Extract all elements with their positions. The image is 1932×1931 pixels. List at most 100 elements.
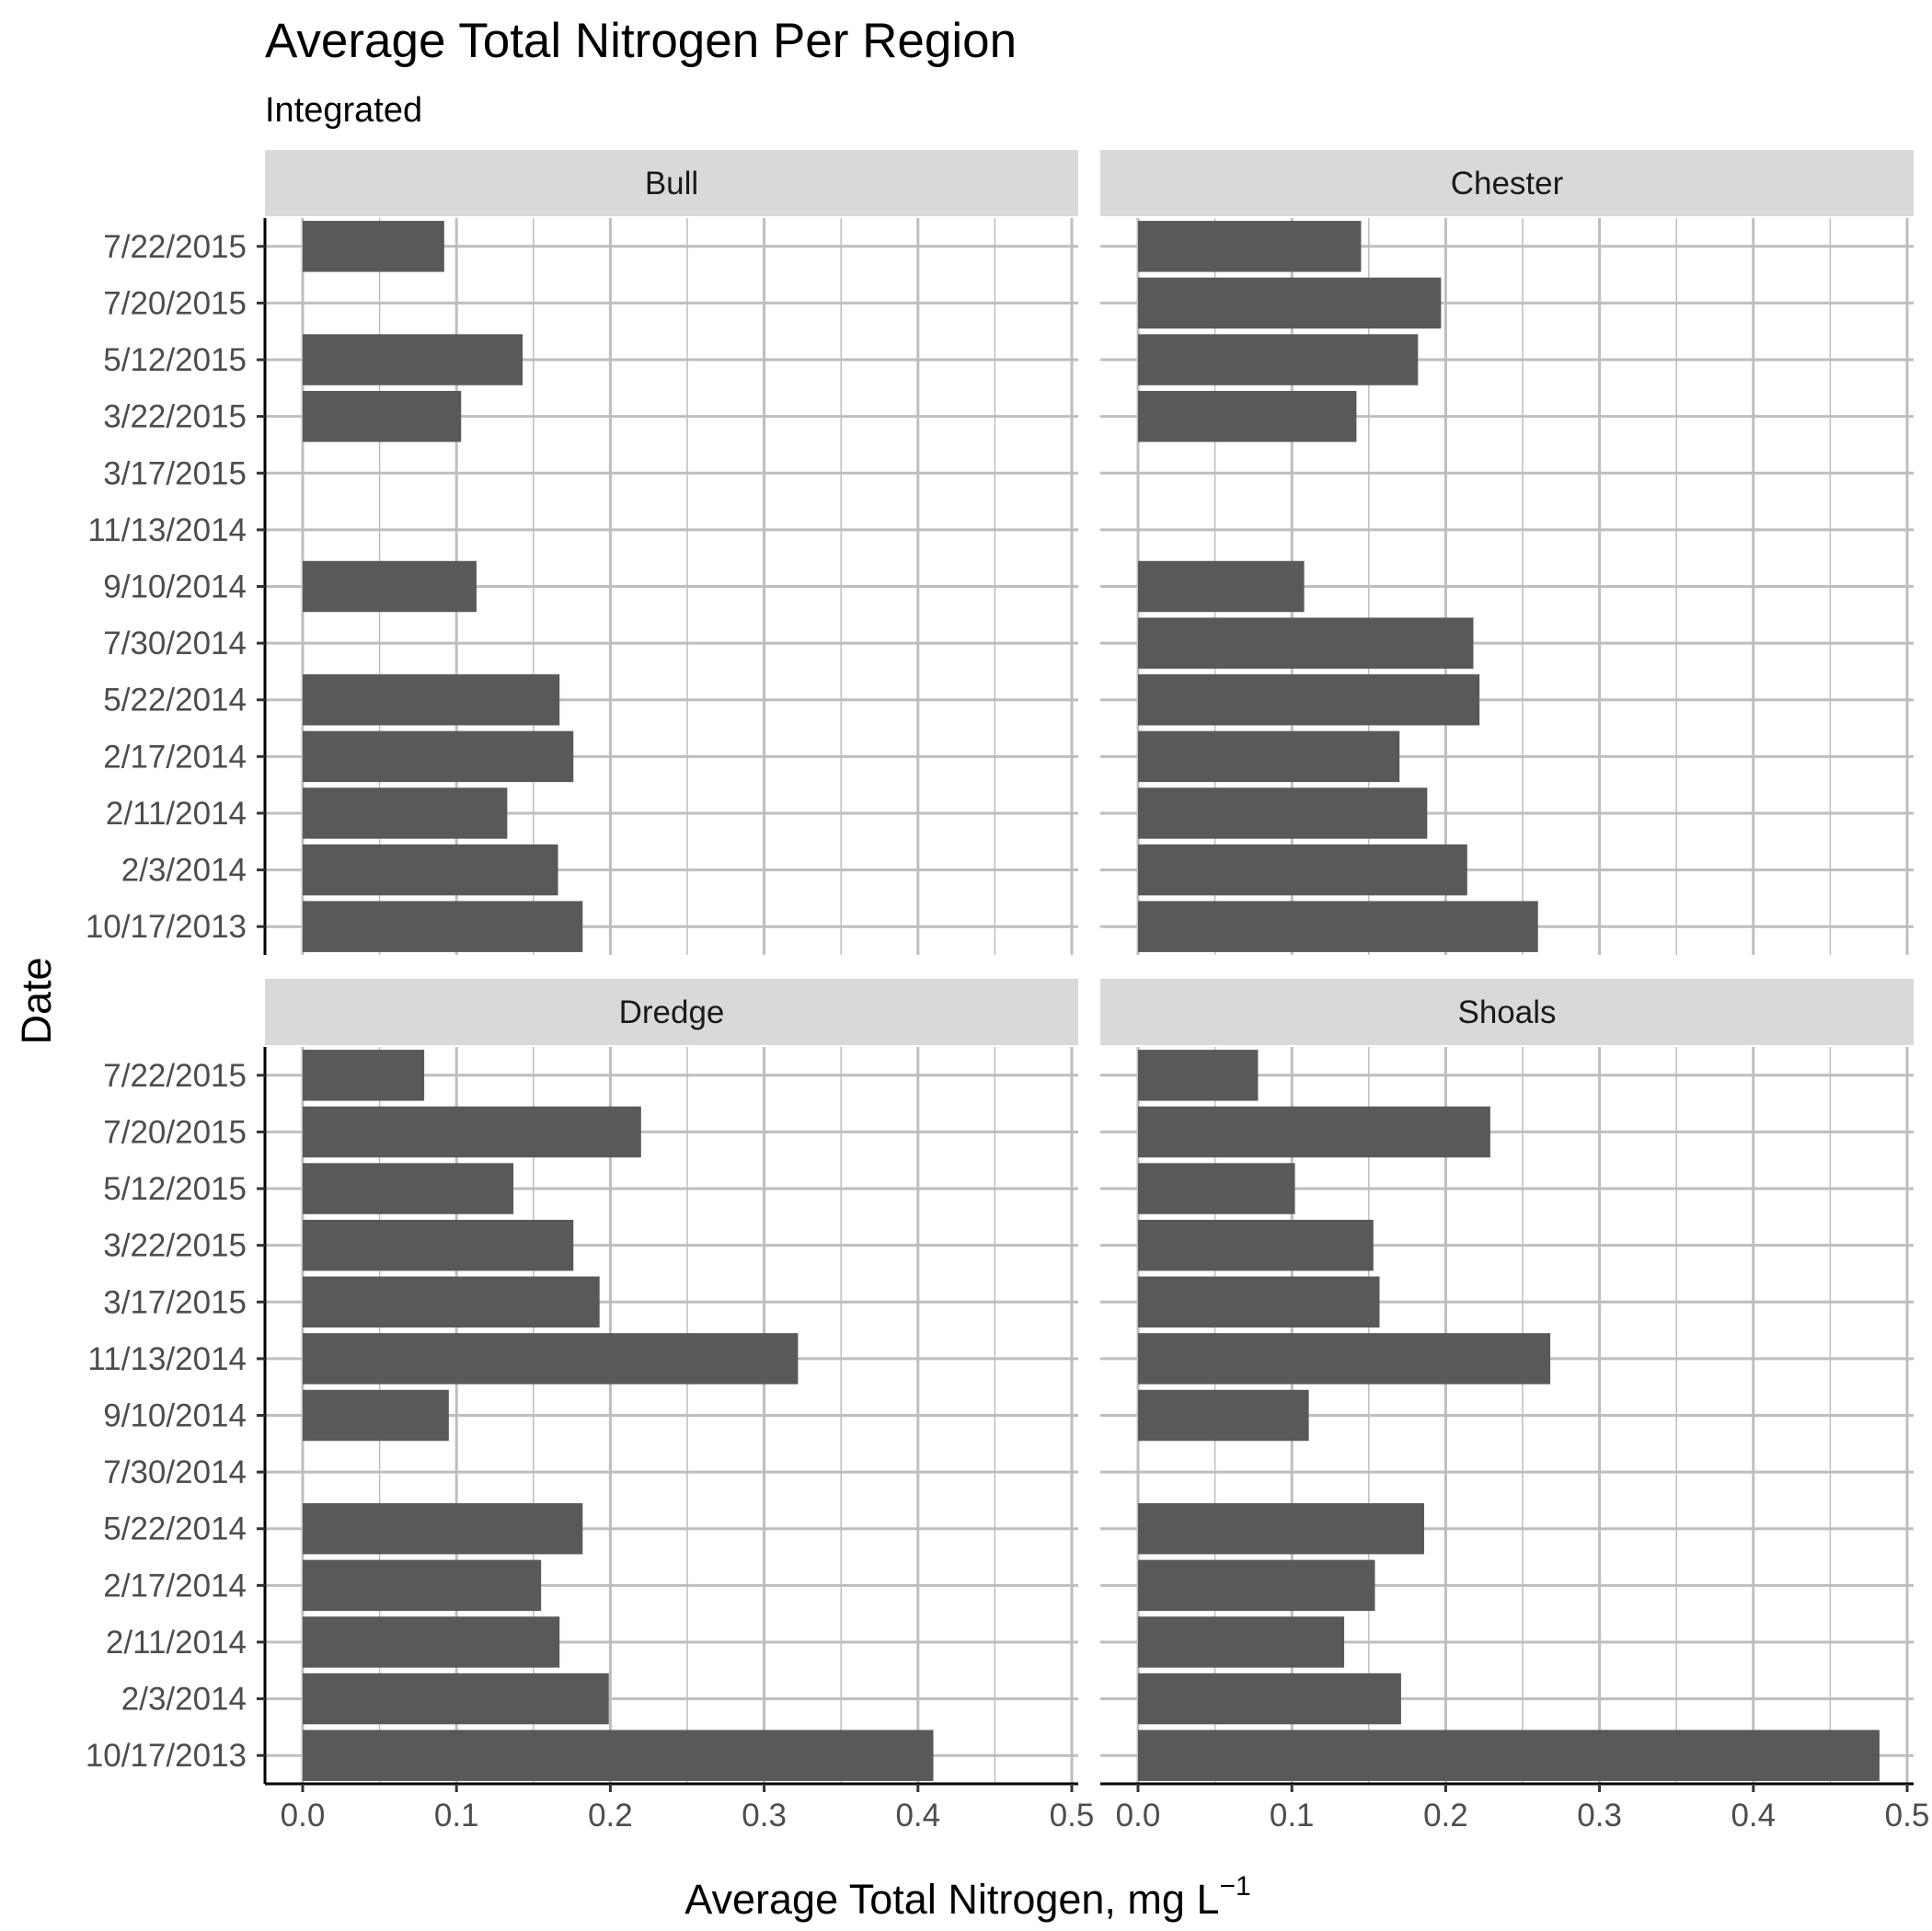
bar	[1138, 1730, 1880, 1781]
x-tick-label: 0.5	[1050, 1798, 1095, 1833]
y-tick-label: 10/17/2013	[86, 1738, 247, 1774]
y-tick-label: 7/22/2015	[103, 1058, 247, 1094]
y-tick-label: 3/17/2015	[103, 455, 247, 491]
bar	[1138, 1106, 1490, 1158]
bar	[1138, 221, 1362, 272]
y-tick-label: 2/11/2014	[106, 796, 247, 832]
x-axis-title-text: Average Total Nitrogen, mg L	[684, 1876, 1219, 1923]
bar	[1138, 844, 1467, 896]
y-tick-label: 2/17/2014	[103, 1568, 247, 1603]
y-tick-label: 7/20/2015	[103, 285, 247, 321]
bar	[303, 1730, 934, 1781]
y-tick-label: 2/3/2014	[121, 1682, 247, 1718]
y-tick-label: 3/17/2015	[103, 1284, 247, 1320]
facet-panel-bull: Bull 10/17/2013 2/3/2014 2/11/2014 2/17/2014…	[86, 150, 1078, 955]
bar	[1138, 730, 1400, 783]
x-tick-label: 0.2	[1423, 1798, 1468, 1833]
facet-strip-label: Dredge	[619, 994, 725, 1030]
y-tick-label: 9/10/2014	[103, 569, 247, 605]
bar	[1138, 1559, 1375, 1612]
bar	[1138, 560, 1305, 613]
y-axis-title: Date	[13, 957, 60, 1044]
bar	[1138, 1503, 1424, 1555]
x-tick-label: 0.4	[1731, 1798, 1776, 1833]
bar	[303, 787, 508, 839]
bar	[1138, 787, 1428, 839]
y-tick-label: 11/13/2014	[87, 512, 247, 548]
bar	[1138, 617, 1474, 669]
chart-title: Average Total Nitrogen Per Region	[265, 14, 1017, 68]
x-tick-label: 0.5	[1885, 1798, 1930, 1833]
bar	[1138, 390, 1357, 443]
facet-strip	[1100, 150, 1914, 216]
bar	[303, 901, 583, 952]
y-tick-label: 10/17/2013	[86, 909, 247, 945]
x-tick-label: 0.2	[588, 1798, 633, 1833]
y-tick-label: 7/30/2014	[103, 626, 247, 661]
facet-panel-dredge: Dredge 10/17/2013 2/3/2014 2/11/2014 2/17/20…	[86, 979, 1095, 1833]
facet-strip-label: Shoals	[1457, 994, 1556, 1030]
facet-panel-shoals: Shoals 0.0 0.1 0.2 0.3 0.4 0.5	[1100, 979, 1929, 1833]
bar	[303, 1163, 514, 1214]
facet-strip-label: Bull	[645, 166, 698, 201]
x-tick-label: 0.0	[281, 1798, 326, 1833]
y-tick-label: 7/30/2014	[103, 1454, 247, 1490]
facet-panel-chester: Chester	[1100, 150, 1914, 955]
bar	[303, 1559, 542, 1612]
bar	[1138, 1389, 1309, 1442]
bar	[303, 1672, 609, 1725]
y-tick-label: 5/12/2015	[103, 1171, 247, 1207]
bar	[1138, 1672, 1401, 1725]
bar	[303, 844, 558, 896]
y-tick-label: 9/10/2014	[103, 1398, 247, 1434]
bar	[303, 1333, 799, 1385]
y-tick-label: 5/12/2015	[103, 342, 247, 378]
y-tick-label: 5/22/2014	[103, 1511, 247, 1547]
y-tick-label: 3/22/2015	[103, 1228, 247, 1264]
bar	[303, 1219, 574, 1271]
x-tick-label: 0.1	[1270, 1798, 1315, 1833]
x-tick-label: 0.4	[895, 1798, 940, 1833]
y-tick-label: 3/22/2015	[103, 399, 247, 435]
bar	[303, 390, 462, 443]
bar	[1138, 1333, 1551, 1385]
bar	[1138, 1050, 1259, 1101]
bar	[1138, 1616, 1345, 1668]
bar	[303, 221, 444, 272]
x-tick-label: 0.0	[1116, 1798, 1161, 1833]
facet-panels: Bull 10/17/2013 2/3/2014 2/11/2014 2/17/2014…	[86, 150, 1929, 1833]
bar	[1138, 674, 1480, 726]
bar	[303, 1050, 425, 1101]
bar	[1138, 1276, 1380, 1328]
bar	[303, 560, 477, 613]
bar	[303, 334, 523, 385]
bar	[303, 1389, 449, 1442]
y-tick-label: 11/13/2014	[87, 1341, 247, 1377]
facet-strip	[265, 150, 1078, 216]
bar	[1138, 1219, 1374, 1271]
x-tick-label: 0.3	[1577, 1798, 1622, 1833]
x-axis-title-superscript: −1	[1219, 1871, 1250, 1902]
facet-strip	[1100, 979, 1914, 1045]
facet-strip	[265, 979, 1078, 1045]
x-tick-label: 0.3	[742, 1798, 787, 1833]
bar	[303, 674, 560, 726]
bar	[303, 1616, 560, 1668]
bar	[1138, 1163, 1295, 1214]
bar	[1138, 901, 1538, 952]
bar	[303, 1276, 600, 1328]
y-tick-label: 2/3/2014	[121, 853, 247, 889]
x-axis-title: Average Total Nitrogen, mg L−1	[684, 1871, 1250, 1923]
y-tick-label: 7/22/2015	[103, 229, 247, 265]
y-tick-label: 5/22/2014	[103, 683, 247, 718]
facet-strip-label: Chester	[1451, 166, 1564, 201]
bar	[303, 1503, 583, 1555]
bar	[303, 1106, 641, 1158]
y-tick-label: 2/11/2014	[106, 1625, 247, 1661]
x-tick-label: 0.1	[434, 1798, 479, 1833]
chart-subtitle: Integrated	[265, 91, 422, 130]
bar	[1138, 334, 1419, 385]
bar	[1138, 277, 1442, 329]
bar	[303, 730, 574, 783]
